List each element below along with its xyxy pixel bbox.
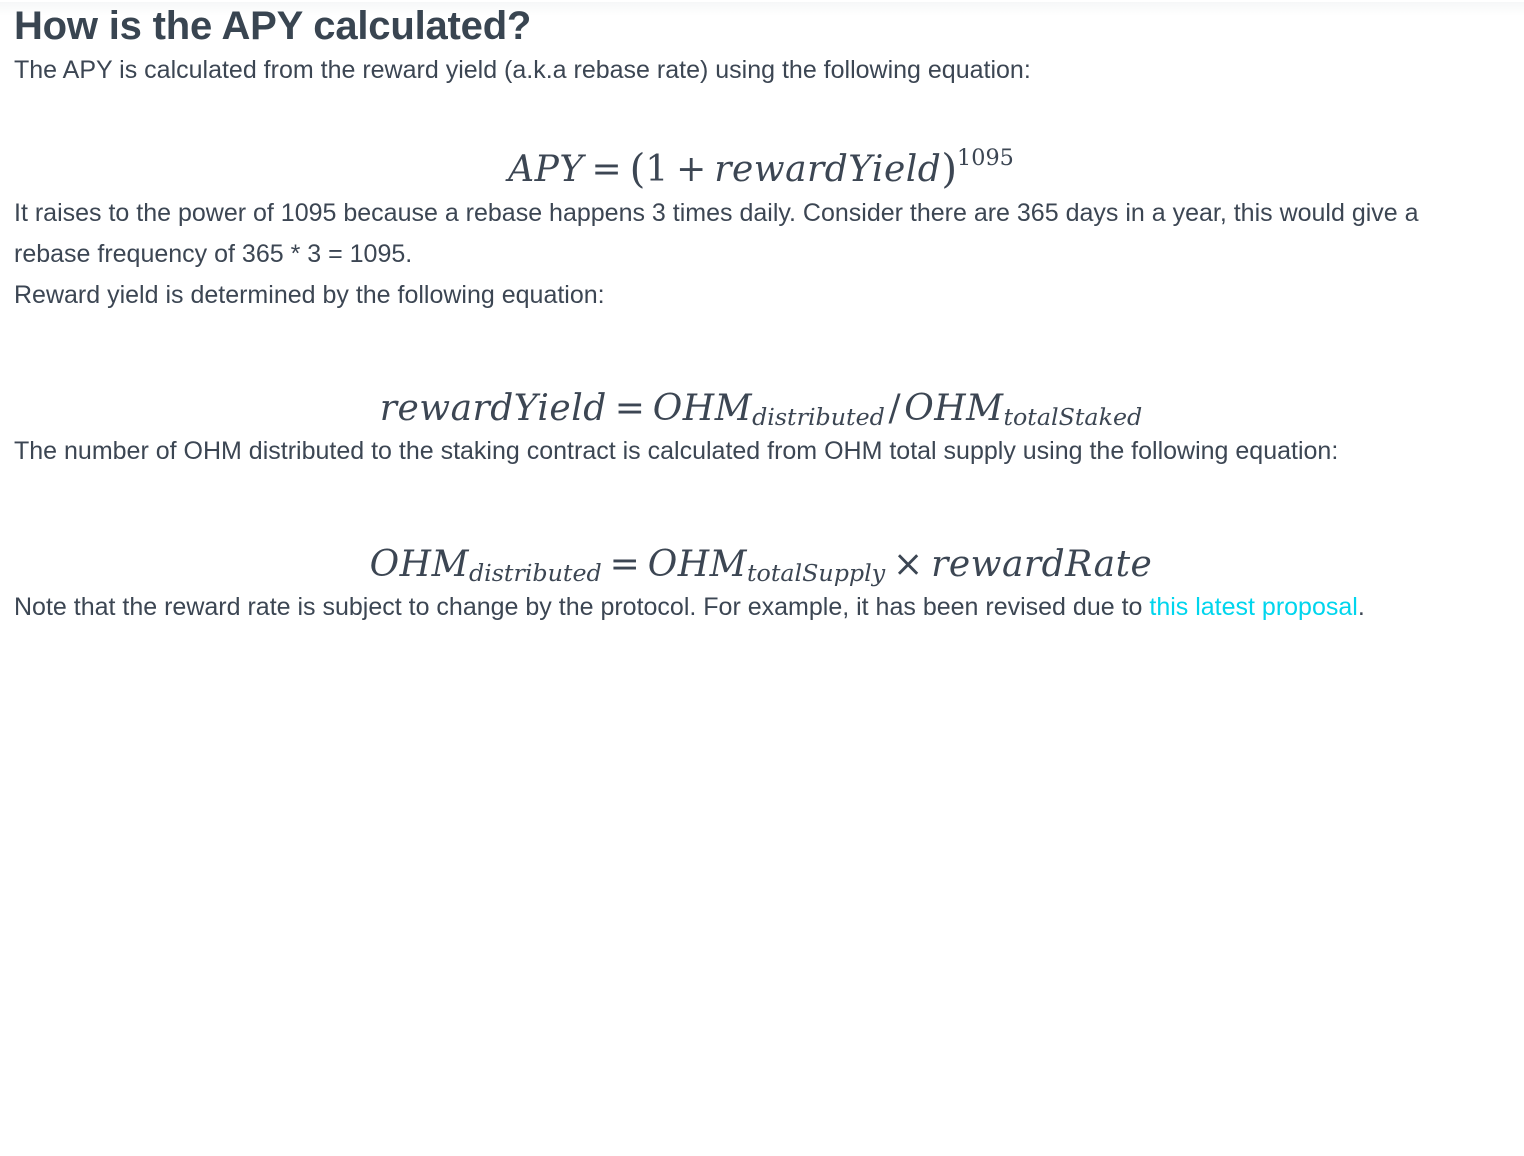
- equation-reward-yield-ohm-1: OHM: [652, 387, 753, 429]
- equation-apy-lhs: APY: [508, 149, 584, 191]
- equation-reward-yield-equals: =: [614, 387, 645, 429]
- equation-reward-yield-subscript-2: totalStaked: [1003, 402, 1143, 431]
- article-content: How is the APY calculated? The APY is ca…: [0, 2, 1524, 628]
- equation-ohm-distributed-ohm-2: OHM: [647, 543, 747, 585]
- equation-apy-exponent: 1095: [957, 145, 1014, 171]
- note-text-suffix: .: [1357, 593, 1365, 622]
- equation-ohm-distributed-times: ×: [893, 543, 924, 585]
- note-text-prefix: Note that the reward rate is subject to …: [14, 593, 1150, 622]
- equation-apy-equals: =: [591, 149, 622, 191]
- equation-ohm-distributed-subscript-1: distributed: [468, 559, 602, 588]
- equation-apy: APY = (1 + rewardYield)1095: [14, 145, 1508, 193]
- equation-apy-open-paren: (: [629, 145, 646, 193]
- equation-ohm-distributed: OHMdistributed = OHMtotalSupply × rewardRate: [14, 544, 1508, 587]
- equation-reward-yield-subscript-1: distributed: [752, 402, 885, 431]
- power-explanation-paragraph: It raises to the power of 1095 because a…: [14, 198, 1419, 268]
- equation-apy-one: 1: [645, 149, 669, 191]
- equation-ohm-distributed-reward-rate: rewardRate: [931, 543, 1153, 585]
- equation-ohm-distributed-subscript-2: totalSupply: [747, 559, 886, 588]
- equation-reward-yield-divide: /: [888, 387, 901, 429]
- note-paragraph: Note that the reward rate is subject to …: [14, 587, 1474, 628]
- distributed-intro-paragraph: The number of OHM distributed to the sta…: [14, 436, 1339, 465]
- intro-paragraph: The APY is calculated from the reward yi…: [14, 56, 1031, 84]
- page-title: How is the APY calculated?: [14, 4, 532, 48]
- equation-apy-plus: +: [676, 149, 707, 191]
- latest-proposal-link[interactable]: this latest proposal: [1149, 593, 1358, 622]
- equation-reward-yield-lhs: rewardYield: [379, 387, 607, 429]
- equation-reward-yield: rewardYield = OHMdistributed/OHMtotalStake…: [14, 388, 1508, 431]
- equation-apy-close-paren: ): [941, 145, 958, 193]
- equation-reward-yield-ohm-2: OHM: [904, 387, 1004, 429]
- equation-ohm-distributed-ohm-1: OHM: [369, 543, 469, 585]
- equation-apy-reward-yield: rewardYield: [714, 149, 942, 191]
- reward-yield-intro-paragraph: Reward yield is determined by the follow…: [14, 280, 605, 309]
- equation-ohm-distributed-equals: =: [609, 543, 640, 585]
